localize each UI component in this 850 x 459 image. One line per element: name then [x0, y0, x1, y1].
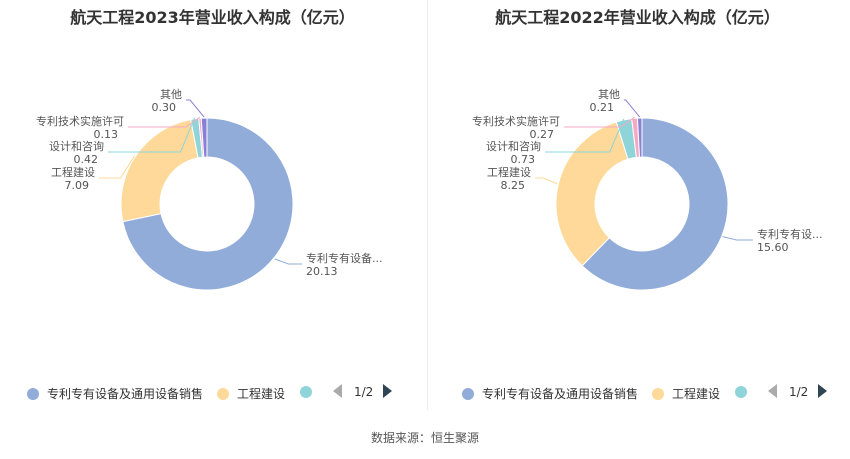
slice-value-label: 0.42 — [74, 153, 99, 166]
slice-label: 其他 — [160, 88, 182, 101]
slice-label: 工程建设 — [51, 165, 95, 179]
legend-item[interactable] — [300, 385, 320, 399]
slice-value-label: 7.09 — [65, 179, 90, 192]
legend-pager: 1/2 — [768, 384, 828, 399]
leader-line — [274, 258, 302, 265]
legend-item[interactable] — [735, 385, 755, 399]
slice-label: 设计和咨询 — [486, 139, 541, 153]
slice-label: 专利技术实施许可 — [472, 114, 560, 128]
donut-slice[interactable] — [581, 117, 729, 291]
leader-line — [535, 177, 558, 185]
donut-slice[interactable] — [120, 118, 199, 223]
slice-label: 其他 — [598, 88, 620, 101]
slice-value-label: 0.21 — [590, 101, 615, 114]
leader-line — [624, 99, 641, 118]
legend-label: 专利专有设备及通用设备销售 — [482, 387, 639, 401]
legend-item[interactable]: 专利专有设备及通用设备销售 — [462, 385, 638, 402]
legend-label: 专利专有设备及通用设备销售 — [47, 387, 204, 401]
legend-dot-icon — [217, 388, 229, 400]
prev-page-icon[interactable] — [333, 384, 342, 398]
next-page-icon[interactable] — [383, 384, 393, 398]
slice-value-label: 20.13 — [306, 265, 338, 278]
chart-2023: 航天工程2023年营业收入构成（亿元） 专利专有设备... 20.13 工程建设 7.… — [0, 0, 425, 420]
legend-dot-icon — [735, 386, 747, 398]
chart-title: 航天工程2023年营业收入构成（亿元） — [70, 8, 355, 27]
slice-label: 专利专有设备... — [306, 251, 383, 265]
donut-slice[interactable] — [122, 117, 294, 291]
legend-pager: 1/2 — [333, 384, 393, 399]
chart-title: 航天工程2022年营业收入构成（亿元） — [495, 8, 780, 27]
slice-value-label: 0.30 — [152, 101, 177, 114]
donut-slice[interactable] — [555, 121, 629, 267]
leader-line — [108, 117, 196, 153]
page-indicator: 1/2 — [789, 385, 809, 399]
next-page-icon[interactable] — [818, 384, 828, 398]
leader-line — [545, 118, 625, 153]
slice-value-label: 15.60 — [757, 241, 789, 254]
slice-value-label: 0.27 — [530, 128, 555, 141]
page-indicator: 1/2 — [354, 385, 374, 399]
legend-item[interactable]: 专利专有设备及通用设备销售 — [27, 385, 203, 402]
slice-label: 设计和咨询 — [49, 139, 104, 153]
leader-line — [564, 116, 635, 128]
leader-line — [99, 155, 135, 179]
leader-line — [722, 236, 753, 241]
legend-dot-icon — [462, 388, 474, 400]
slice-value-label: 0.13 — [94, 128, 119, 141]
legend: 专利专有设备及通用设备销售 工程建设 1/2 — [425, 382, 850, 404]
donut-slice[interactable] — [200, 117, 208, 158]
legend-dot-icon — [652, 388, 664, 400]
legend-label: 工程建设 — [672, 387, 721, 401]
leader-line — [128, 116, 201, 128]
slice-label: 专利专有设... — [757, 227, 823, 241]
slice-label: 工程建设 — [487, 165, 531, 179]
legend-label: 工程建设 — [237, 387, 286, 401]
legend-item[interactable]: 工程建设 — [652, 385, 720, 402]
legend-dot-icon — [27, 388, 39, 400]
slice-value-label: 0.73 — [511, 153, 536, 166]
donut-chart: 专利专有设备...20.13工程建设7.09设计和咨询0.42专利技术实施许可0… — [36, 88, 383, 291]
data-source: 数据来源：恒生聚源 — [370, 431, 479, 445]
slice-value-label: 8.25 — [501, 179, 526, 192]
legend-dot-icon — [300, 386, 312, 398]
panel-divider — [427, 0, 428, 410]
prev-page-icon[interactable] — [768, 384, 777, 398]
slice-label: 专利技术实施许可 — [36, 114, 124, 128]
chart-2022: 航天工程2022年营业收入构成（亿元） 专利专有设... 15.60 工程建设 8.2… — [425, 0, 850, 420]
leader-line — [186, 99, 205, 118]
donut-slice[interactable] — [636, 117, 643, 158]
legend: 专利专有设备及通用设备销售 工程建设 1/2 — [0, 382, 425, 404]
donut-chart: 专利专有设...15.60工程建设8.25设计和咨询0.73专利技术实施许可0.… — [472, 88, 823, 291]
legend-item[interactable]: 工程建设 — [217, 385, 285, 402]
